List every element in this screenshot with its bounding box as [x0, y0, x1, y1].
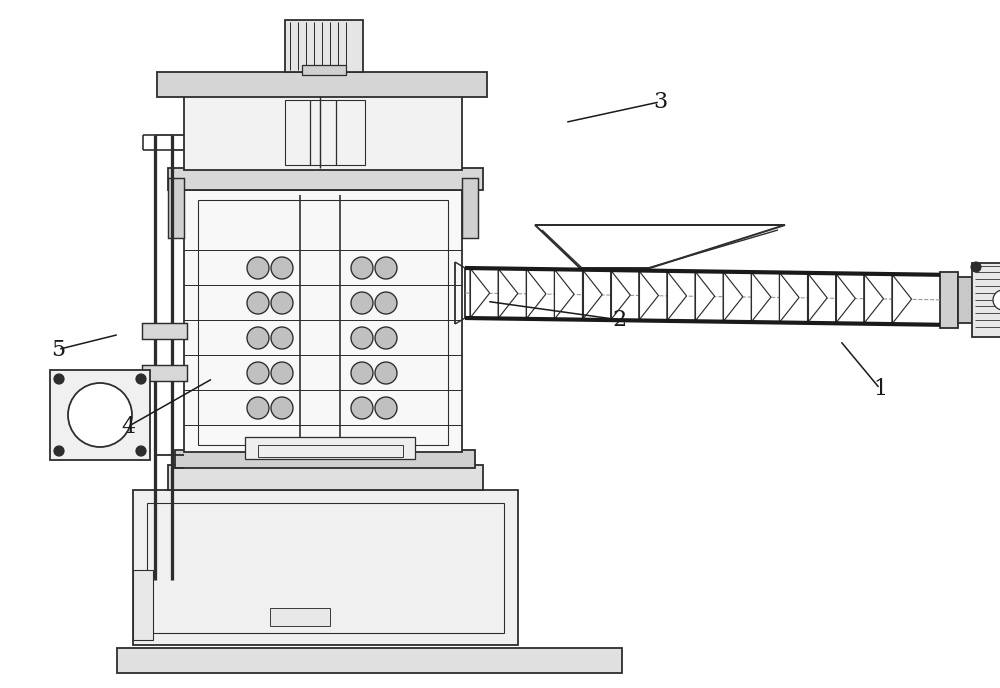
Bar	[958, 277, 972, 323]
Bar	[50, 370, 150, 460]
Polygon shape	[695, 271, 715, 321]
Polygon shape	[498, 268, 518, 319]
Circle shape	[136, 446, 146, 456]
Bar	[175, 450, 475, 468]
Polygon shape	[526, 269, 546, 319]
Bar	[245, 437, 415, 459]
Circle shape	[375, 292, 397, 314]
Circle shape	[247, 257, 269, 279]
Text: 1: 1	[873, 378, 887, 400]
Circle shape	[375, 362, 397, 384]
Polygon shape	[470, 268, 490, 318]
Polygon shape	[582, 270, 602, 320]
Circle shape	[271, 362, 293, 384]
Polygon shape	[779, 272, 799, 323]
Polygon shape	[751, 272, 771, 322]
Text: 3: 3	[653, 91, 667, 113]
Circle shape	[271, 327, 293, 349]
Polygon shape	[864, 274, 883, 323]
Bar	[198, 200, 448, 445]
Circle shape	[136, 374, 146, 384]
Circle shape	[271, 292, 293, 314]
Bar	[184, 190, 462, 452]
Circle shape	[375, 397, 397, 419]
Bar	[142, 365, 187, 381]
Circle shape	[247, 292, 269, 314]
Bar	[940, 272, 958, 328]
Polygon shape	[667, 271, 687, 321]
Bar	[157, 72, 487, 97]
Bar	[462, 178, 478, 238]
Circle shape	[271, 257, 293, 279]
Bar	[117, 648, 622, 673]
Bar	[302, 65, 346, 75]
Circle shape	[993, 290, 1000, 310]
Circle shape	[54, 446, 64, 456]
Text: 5: 5	[51, 338, 65, 361]
Polygon shape	[535, 225, 785, 268]
Bar	[168, 465, 483, 490]
Bar	[258, 445, 403, 457]
Bar	[142, 323, 187, 339]
Polygon shape	[639, 270, 658, 321]
Circle shape	[351, 362, 373, 384]
Bar	[168, 178, 184, 238]
Circle shape	[375, 257, 397, 279]
Circle shape	[247, 327, 269, 349]
Circle shape	[351, 257, 373, 279]
Text: 2: 2	[613, 309, 627, 331]
Bar	[184, 95, 462, 170]
Circle shape	[271, 397, 293, 419]
Text: 4: 4	[121, 416, 135, 438]
Polygon shape	[611, 270, 630, 320]
Bar	[147, 503, 504, 633]
Circle shape	[971, 262, 981, 272]
Polygon shape	[554, 269, 574, 319]
Circle shape	[54, 374, 64, 384]
Bar	[270, 608, 330, 626]
Circle shape	[247, 362, 269, 384]
Polygon shape	[723, 272, 743, 322]
Bar	[133, 570, 153, 640]
Bar	[972, 263, 1000, 337]
Circle shape	[351, 397, 373, 419]
Circle shape	[351, 292, 373, 314]
Bar	[168, 168, 483, 190]
Polygon shape	[836, 273, 855, 323]
Circle shape	[375, 327, 397, 349]
Circle shape	[351, 327, 373, 349]
Circle shape	[247, 397, 269, 419]
Polygon shape	[892, 274, 912, 324]
Bar	[285, 20, 363, 72]
Bar	[133, 490, 518, 645]
Bar	[285, 100, 365, 165]
Circle shape	[68, 383, 132, 447]
Polygon shape	[808, 273, 827, 323]
